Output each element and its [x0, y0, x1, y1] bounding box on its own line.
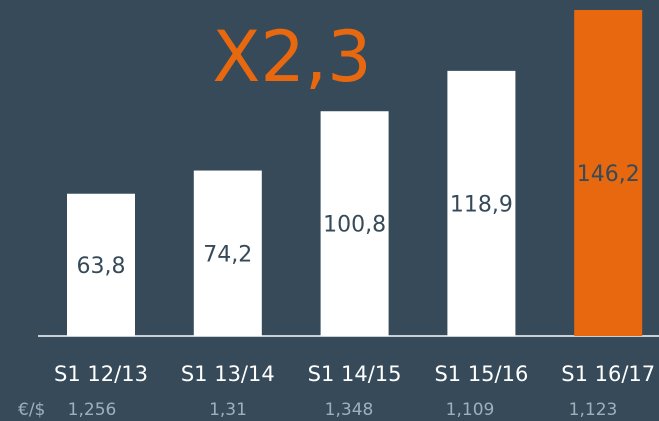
- value-label: 146,2: [577, 162, 640, 187]
- exchange-rate-value: 1,123: [569, 400, 618, 420]
- x-tick-label: S1 15/16: [434, 362, 528, 386]
- exchange-rate-value: 1,256: [68, 400, 117, 420]
- exchange-rate-label: €/$: [18, 400, 45, 420]
- x-tick-label: S1 12/13: [54, 362, 148, 386]
- bar: [67, 193, 135, 336]
- bar: [447, 70, 516, 336]
- exchange-rate-value: 1,348: [325, 400, 374, 420]
- bar: [193, 170, 262, 336]
- x-tick-label: S1 14/15: [308, 362, 402, 386]
- bar: [320, 111, 389, 337]
- bar: [574, 10, 643, 336]
- exchange-rate-value: 1,31: [209, 400, 247, 420]
- annotation: X2,3: [212, 16, 371, 98]
- value-label: 74,2: [203, 242, 252, 267]
- x-tick-label: S1 16/17: [561, 362, 655, 386]
- x-tick-label: S1 13/14: [181, 362, 275, 386]
- exchange-rate-value: 1,109: [446, 400, 495, 420]
- value-label: 63,8: [77, 254, 126, 279]
- value-label: 100,8: [323, 213, 386, 238]
- value-label: 118,9: [450, 192, 513, 217]
